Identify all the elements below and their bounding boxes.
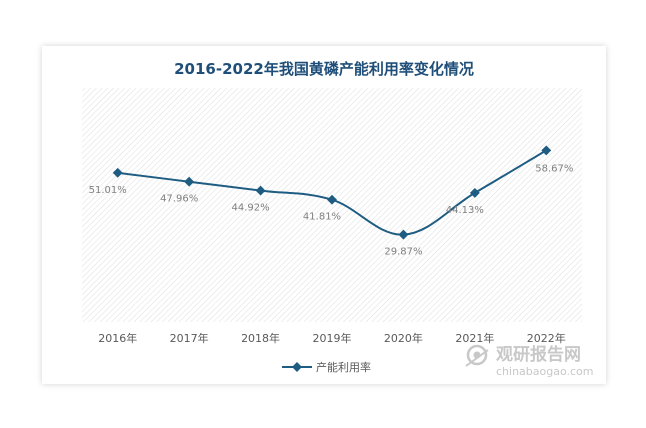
watermark-name: 观研报告网	[495, 344, 581, 365]
chart-title: 2016-2022年我国黄磷产能利用率变化情况	[174, 60, 474, 78]
data-label: 44.13%	[446, 205, 484, 216]
legend-marker	[292, 362, 302, 372]
watermark-url: chinabaogao.com	[496, 365, 594, 378]
data-point	[327, 194, 337, 205]
legend: 产能利用率	[282, 360, 371, 374]
x-tick-label: 2019年	[313, 331, 352, 345]
data-label: 47.96%	[160, 194, 198, 205]
data-label: 44.92%	[232, 203, 270, 214]
data-label: 58.67%	[535, 163, 573, 174]
data-point	[184, 176, 195, 187]
legend-label: 产能利用率	[316, 360, 371, 374]
watermark-logo-icon	[465, 344, 489, 367]
data-label: 51.01%	[89, 185, 127, 196]
x-tick-label: 2016年	[98, 331, 137, 345]
data-point	[255, 185, 266, 196]
x-tick-label: 2018年	[241, 331, 280, 345]
chart-card: 2016-2022年我国黄磷产能利用率变化情况 51.01% 47.96% 44.9…	[42, 46, 606, 384]
x-tick-label: 2021年	[455, 331, 494, 345]
x-tick-label: 2020年	[384, 331, 423, 345]
line-chart: 2016-2022年我国黄磷产能利用率变化情况 51.01% 47.96% 44.9…	[82, 60, 594, 378]
data-label: 41.81%	[303, 212, 341, 223]
data-point	[541, 145, 552, 156]
data-point	[398, 229, 409, 240]
plot-area	[82, 88, 582, 322]
data-label: 29.87%	[384, 247, 422, 258]
data-point	[469, 187, 480, 198]
x-tick-label: 2022年	[527, 331, 566, 345]
watermark: 观研报告网 chinabaogao.com	[465, 344, 594, 378]
x-tick-label: 2017年	[170, 331, 209, 345]
